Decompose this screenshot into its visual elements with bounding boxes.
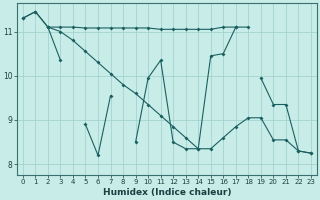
X-axis label: Humidex (Indice chaleur): Humidex (Indice chaleur) [103, 188, 231, 197]
